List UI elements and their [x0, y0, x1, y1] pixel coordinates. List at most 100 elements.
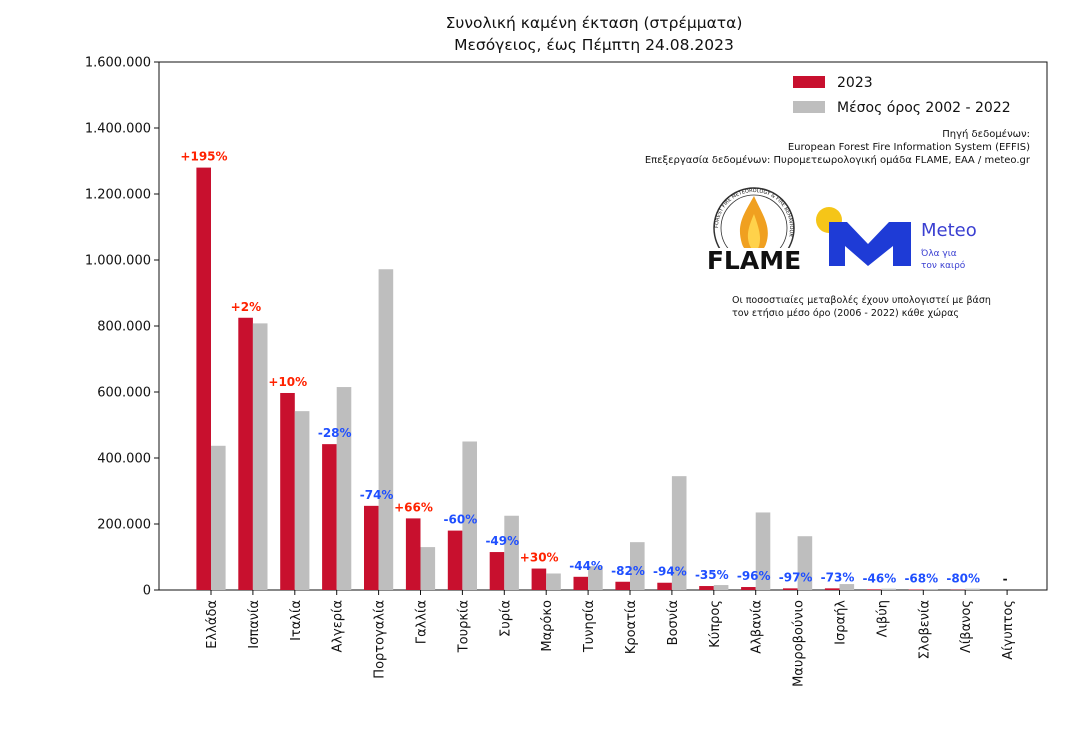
- category-label: Αλγερία: [331, 600, 346, 653]
- percent-label: -: [1003, 572, 1008, 586]
- bar-2023: [741, 587, 756, 590]
- chart-title: Συνολική καμένη έκταση (στρέμματα): [446, 14, 743, 32]
- category-label: Μαυροβούνιο: [792, 600, 807, 687]
- percent-label: -82%: [611, 564, 645, 578]
- bar-2023: [448, 531, 463, 590]
- y-tick-label: 600.000: [97, 386, 151, 401]
- y-tick-label: 0: [143, 584, 151, 599]
- bar-average: [421, 547, 436, 590]
- percent-label: +195%: [180, 150, 227, 164]
- y-tick-label: 1.000.000: [85, 254, 151, 269]
- bar-2023: [657, 583, 672, 590]
- meteo-logo-label: Meteo: [921, 220, 977, 241]
- category-label: Σλοβενία: [917, 600, 932, 659]
- percent-label: -68%: [904, 572, 938, 586]
- bar-2023: [280, 393, 295, 590]
- note-line-1: Οι ποσοστιαίες μεταβολές έχουν υπολογιστ…: [732, 295, 991, 306]
- bar-2023: [322, 444, 337, 590]
- bar-average: [211, 446, 226, 590]
- source-line-2: European Forest Fire Information System …: [788, 142, 1030, 153]
- bar-average: [546, 574, 561, 591]
- bar-average: [840, 584, 855, 590]
- y-tick-label: 200.000: [97, 518, 151, 533]
- bar-2023: [196, 168, 211, 590]
- percent-label: -73%: [821, 570, 855, 584]
- percent-label: -80%: [946, 572, 980, 586]
- percent-label: -97%: [779, 570, 813, 584]
- category-label: Πορτογαλία: [373, 600, 388, 679]
- bar-2023: [867, 589, 882, 590]
- flame-logo-label: FLAME: [707, 246, 801, 275]
- y-axis: 0 200.000 400.000 600.000 800.000 1.000.000 1.…: [85, 56, 159, 599]
- bar-2023: [364, 506, 379, 590]
- meteo-logo-sub1: Όλα για: [920, 248, 957, 259]
- category-label: Τουρκία: [456, 600, 471, 653]
- meteo-logo-sub2: τον καιρό: [921, 260, 966, 271]
- legend-swatch-average: [793, 101, 825, 113]
- legend-label-average: Μέσος όρος 2002 - 2022: [837, 100, 1011, 116]
- bar-average: [295, 411, 310, 590]
- category-label: Ισραήλ: [834, 600, 849, 645]
- source-line-3: Επεξεργασία δεδομένων: Πυρομετεωρολογική…: [645, 154, 1031, 166]
- legend-swatch-2023: [793, 76, 825, 88]
- bar-average: [253, 323, 268, 590]
- flame-logo: FOREST FIRE METEOROLOGY & FIRE BEHAVIOUR…: [707, 188, 801, 275]
- category-label: Τυνησία: [582, 600, 597, 653]
- category-label: Συρία: [498, 600, 513, 637]
- category-label: Γαλλία: [415, 600, 430, 644]
- category-label: Κροατία: [624, 600, 639, 654]
- percent-label: -35%: [695, 568, 729, 582]
- percent-label: -96%: [737, 569, 771, 583]
- percent-label: -94%: [653, 565, 687, 579]
- bar-2023: [825, 588, 840, 590]
- category-label: Λιβύη: [875, 600, 890, 637]
- category-label: Μαρόκο: [540, 600, 555, 652]
- source-line-1: Πηγή δεδομένων:: [942, 128, 1030, 140]
- percent-label: -74%: [360, 488, 394, 502]
- meteo-logo: Meteo Όλα για τον καιρό: [816, 207, 977, 271]
- category-label: Ισπανία: [247, 600, 262, 649]
- category-label: Βοσνία: [666, 600, 681, 645]
- percent-label: -44%: [569, 559, 603, 573]
- category-label: Ελλάδα: [205, 600, 220, 649]
- bar-2023: [783, 588, 798, 590]
- percent-label: +10%: [268, 375, 307, 389]
- percent-label: +2%: [231, 300, 261, 314]
- y-tick-label: 1.400.000: [85, 122, 151, 137]
- note-line-2: τον ετήσιο μέσο όρο (2006 - 2022) κάθε χ…: [732, 308, 959, 319]
- legend-label-2023: 2023: [837, 75, 873, 91]
- percent-label: -49%: [485, 534, 519, 548]
- bar-average: [881, 589, 896, 590]
- bar-2023: [532, 569, 547, 590]
- percent-label: +30%: [520, 551, 559, 565]
- bar-2023: [615, 582, 630, 590]
- bar-average: [504, 516, 519, 590]
- bar-average: [965, 589, 980, 590]
- meteo-m-icon: [829, 222, 911, 266]
- percent-label: +66%: [394, 500, 433, 514]
- bar-average: [923, 589, 938, 590]
- category-label: Αλβανία: [750, 600, 765, 654]
- bar-average: [714, 585, 729, 590]
- y-tick-label: 1.200.000: [85, 188, 151, 203]
- bar-2023: [406, 518, 421, 590]
- category-label: Κύπρος: [708, 600, 723, 648]
- legend: 2023 Μέσος όρος 2002 - 2022: [793, 75, 1011, 116]
- category-label: Λίβανος: [959, 600, 974, 653]
- bar-2023: [699, 586, 714, 590]
- y-tick-label: 800.000: [97, 320, 151, 335]
- percent-label: -60%: [444, 513, 478, 527]
- percent-label: -28%: [318, 426, 352, 440]
- bar-average: [379, 269, 394, 590]
- bars-group: [196, 168, 979, 590]
- bar-average: [337, 387, 352, 590]
- category-label: Αίγυπτος: [1001, 600, 1016, 660]
- bar-2023: [574, 577, 589, 590]
- chart-subtitle: Μεσόγειος, έως Πέμπτη 24.08.2023: [454, 36, 734, 54]
- y-tick-label: 400.000: [97, 452, 151, 467]
- bar-2023: [238, 318, 253, 590]
- percent-label: -46%: [863, 571, 897, 585]
